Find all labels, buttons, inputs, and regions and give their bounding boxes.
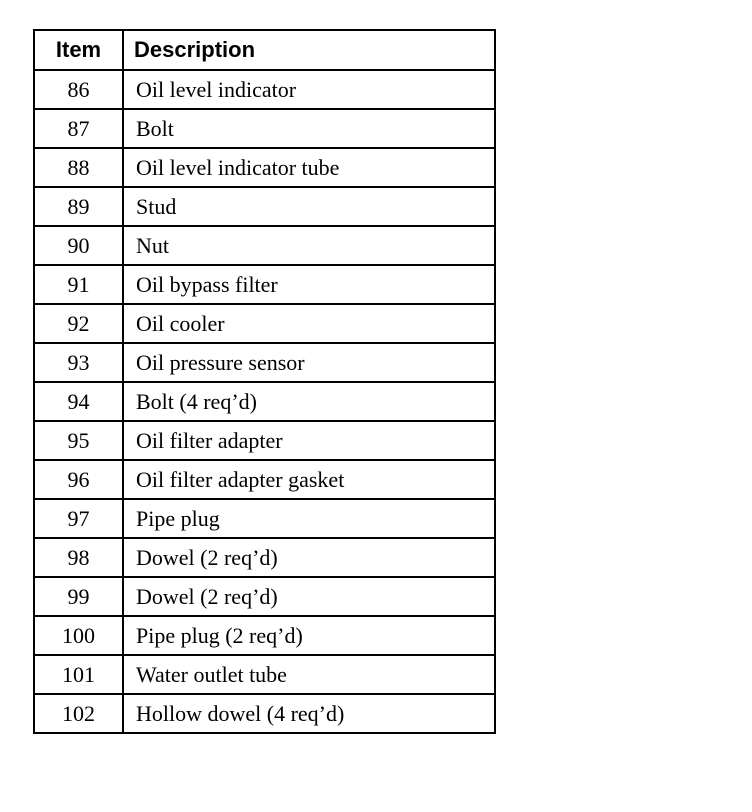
item-number: 93 (33, 342, 124, 383)
table-row: 90 Nut (33, 225, 496, 266)
item-description: Oil filter adapter gasket (122, 459, 496, 500)
table-row: 99 Dowel (2 req’d) (33, 576, 496, 617)
item-description: Bolt (122, 108, 496, 149)
item-number: 98 (33, 537, 124, 578)
table-row: 102 Hollow dowel (4 req’d) (33, 693, 496, 734)
item-number: 91 (33, 264, 124, 305)
item-description: Stud (122, 186, 496, 227)
table-row: 93 Oil pressure sensor (33, 342, 496, 383)
parts-table: Item Description 86 Oil level indicator 87… (33, 29, 496, 734)
table-row: 96 Oil filter adapter gasket (33, 459, 496, 500)
item-description: Nut (122, 225, 496, 266)
item-number: 88 (33, 147, 124, 188)
table-row: 86 Oil level indicator (33, 69, 496, 110)
header-item: Item (33, 29, 124, 71)
table-row: 97 Pipe plug (33, 498, 496, 539)
table-row: 87 Bolt (33, 108, 496, 149)
item-description: Bolt (4 req’d) (122, 381, 496, 422)
table-row: 89 Stud (33, 186, 496, 227)
item-number: 92 (33, 303, 124, 344)
table-row: 91 Oil bypass filter (33, 264, 496, 305)
table-row: 101 Water outlet tube (33, 654, 496, 695)
table-row: 98 Dowel (2 req’d) (33, 537, 496, 578)
item-description: Oil pressure sensor (122, 342, 496, 383)
item-number: 102 (33, 693, 124, 734)
item-number: 99 (33, 576, 124, 617)
item-number: 100 (33, 615, 124, 656)
item-number: 95 (33, 420, 124, 461)
item-description: Oil cooler (122, 303, 496, 344)
item-description: Oil level indicator tube (122, 147, 496, 188)
item-description: Dowel (2 req’d) (122, 576, 496, 617)
item-description: Pipe plug (2 req’d) (122, 615, 496, 656)
header-description: Description (122, 29, 496, 71)
table-row: 100 Pipe plug (2 req’d) (33, 615, 496, 656)
item-description: Oil filter adapter (122, 420, 496, 461)
table-row: 88 Oil level indicator tube (33, 147, 496, 188)
table-row: 95 Oil filter adapter (33, 420, 496, 461)
table-row: 92 Oil cooler (33, 303, 496, 344)
item-number: 96 (33, 459, 124, 500)
item-number: 97 (33, 498, 124, 539)
item-description: Oil bypass filter (122, 264, 496, 305)
item-number: 101 (33, 654, 124, 695)
item-description: Oil level indicator (122, 69, 496, 110)
item-number: 86 (33, 69, 124, 110)
item-number: 87 (33, 108, 124, 149)
item-description: Dowel (2 req’d) (122, 537, 496, 578)
item-number: 94 (33, 381, 124, 422)
item-description: Hollow dowel (4 req’d) (122, 693, 496, 734)
item-description: Water outlet tube (122, 654, 496, 695)
header-row: Item Description (33, 29, 496, 71)
item-description: Pipe plug (122, 498, 496, 539)
table-row: 94 Bolt (4 req’d) (33, 381, 496, 422)
item-number: 89 (33, 186, 124, 227)
item-number: 90 (33, 225, 124, 266)
